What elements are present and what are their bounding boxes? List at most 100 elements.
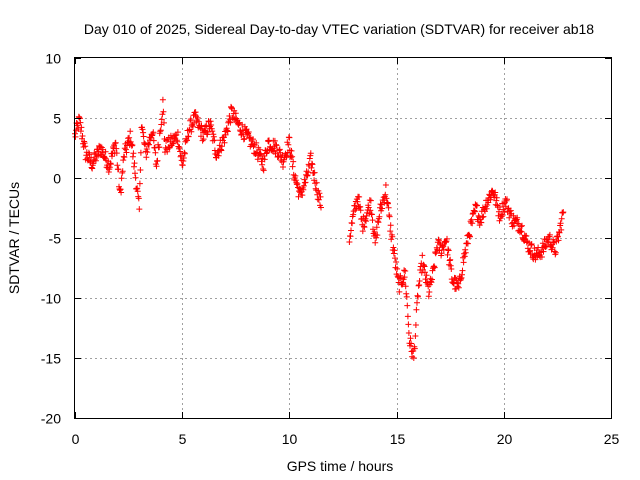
data-point	[305, 169, 312, 176]
data-point	[506, 214, 513, 221]
data-point	[176, 144, 183, 151]
axis-ticks: 0 5 10 15 20 25 -20 -15 -10 -5 0 5 10	[41, 51, 620, 448]
data-point	[119, 168, 126, 175]
data-point	[139, 126, 146, 133]
data-point	[369, 217, 376, 224]
data-point	[546, 231, 553, 238]
data-point	[181, 150, 188, 157]
data-point	[483, 205, 490, 212]
data-point	[408, 340, 415, 347]
data-point	[518, 223, 524, 230]
data-point	[194, 114, 201, 121]
data-point	[121, 154, 128, 161]
data-point	[361, 224, 368, 231]
data-point	[459, 267, 466, 274]
data-point	[413, 306, 420, 313]
data-point	[88, 154, 95, 161]
data-point	[403, 293, 410, 300]
data-point	[198, 133, 204, 140]
data-point	[499, 212, 506, 218]
data-point	[513, 217, 520, 224]
data-point	[382, 182, 389, 188]
data-point	[528, 242, 535, 248]
data-point	[404, 302, 411, 309]
data-point	[177, 148, 184, 155]
data-point	[258, 158, 265, 165]
data-point	[368, 211, 375, 218]
data-point	[402, 283, 409, 290]
data-point	[158, 116, 165, 123]
x-tick-label: 25	[604, 431, 620, 447]
data-point	[143, 146, 150, 152]
data-point	[357, 207, 364, 214]
x-tick-label: 15	[390, 431, 406, 447]
data-point	[200, 136, 207, 143]
data-point	[146, 141, 152, 148]
data-point	[300, 186, 307, 193]
data-point	[383, 195, 390, 202]
data-point	[74, 120, 81, 127]
data-point	[256, 146, 263, 153]
data-point	[401, 267, 408, 274]
data-point	[519, 222, 525, 229]
data-point	[464, 240, 471, 247]
data-point	[215, 152, 222, 159]
data-point	[275, 153, 282, 160]
data-point	[156, 144, 163, 151]
data-point	[455, 280, 462, 287]
data-point	[218, 143, 225, 150]
data-point	[514, 214, 521, 221]
data-point	[435, 237, 442, 244]
data-point	[363, 218, 369, 225]
data-point	[253, 139, 260, 146]
data-point	[302, 179, 309, 186]
data-point	[107, 161, 114, 168]
data-point	[445, 247, 452, 254]
data-point	[222, 131, 229, 138]
data-point	[386, 213, 393, 220]
data-point	[185, 133, 192, 140]
data-point	[285, 141, 292, 148]
data-point	[150, 137, 157, 144]
chart-title: Day 010 of 2025, Sidereal Day-to-day VTE…	[84, 21, 594, 37]
data-point	[528, 241, 535, 247]
data-point	[82, 143, 89, 150]
y-tick-label: 5	[53, 111, 61, 127]
data-point	[318, 204, 324, 211]
y-tick-label: 0	[53, 171, 61, 187]
data-point	[114, 162, 121, 169]
data-point	[379, 205, 386, 212]
data-point	[174, 129, 181, 136]
data-point	[120, 157, 127, 164]
data-point	[444, 235, 450, 242]
data-point	[448, 266, 455, 272]
data-point	[195, 118, 202, 125]
data-point	[81, 140, 88, 147]
data-point	[72, 133, 79, 140]
data-point	[289, 153, 296, 160]
data-point	[157, 128, 164, 135]
data-point	[554, 233, 561, 240]
data-point	[471, 208, 478, 215]
data-point	[367, 197, 374, 204]
data-point	[461, 253, 468, 260]
data-point	[371, 228, 378, 235]
data-point	[157, 127, 164, 134]
data-point	[348, 227, 354, 234]
data-point	[405, 321, 412, 328]
data-point	[102, 148, 109, 155]
y-tick-label: -15	[41, 351, 61, 367]
data-point	[558, 226, 565, 233]
data-point	[420, 262, 427, 269]
data-point	[411, 345, 418, 352]
data-point	[540, 248, 547, 255]
data-point	[455, 284, 462, 291]
data-point	[457, 276, 464, 282]
data-point	[188, 128, 195, 135]
data-point	[373, 234, 380, 241]
data-point	[271, 137, 278, 144]
data-point	[440, 243, 447, 250]
data-point	[428, 279, 435, 286]
data-point	[300, 182, 307, 189]
data-point	[347, 233, 354, 240]
